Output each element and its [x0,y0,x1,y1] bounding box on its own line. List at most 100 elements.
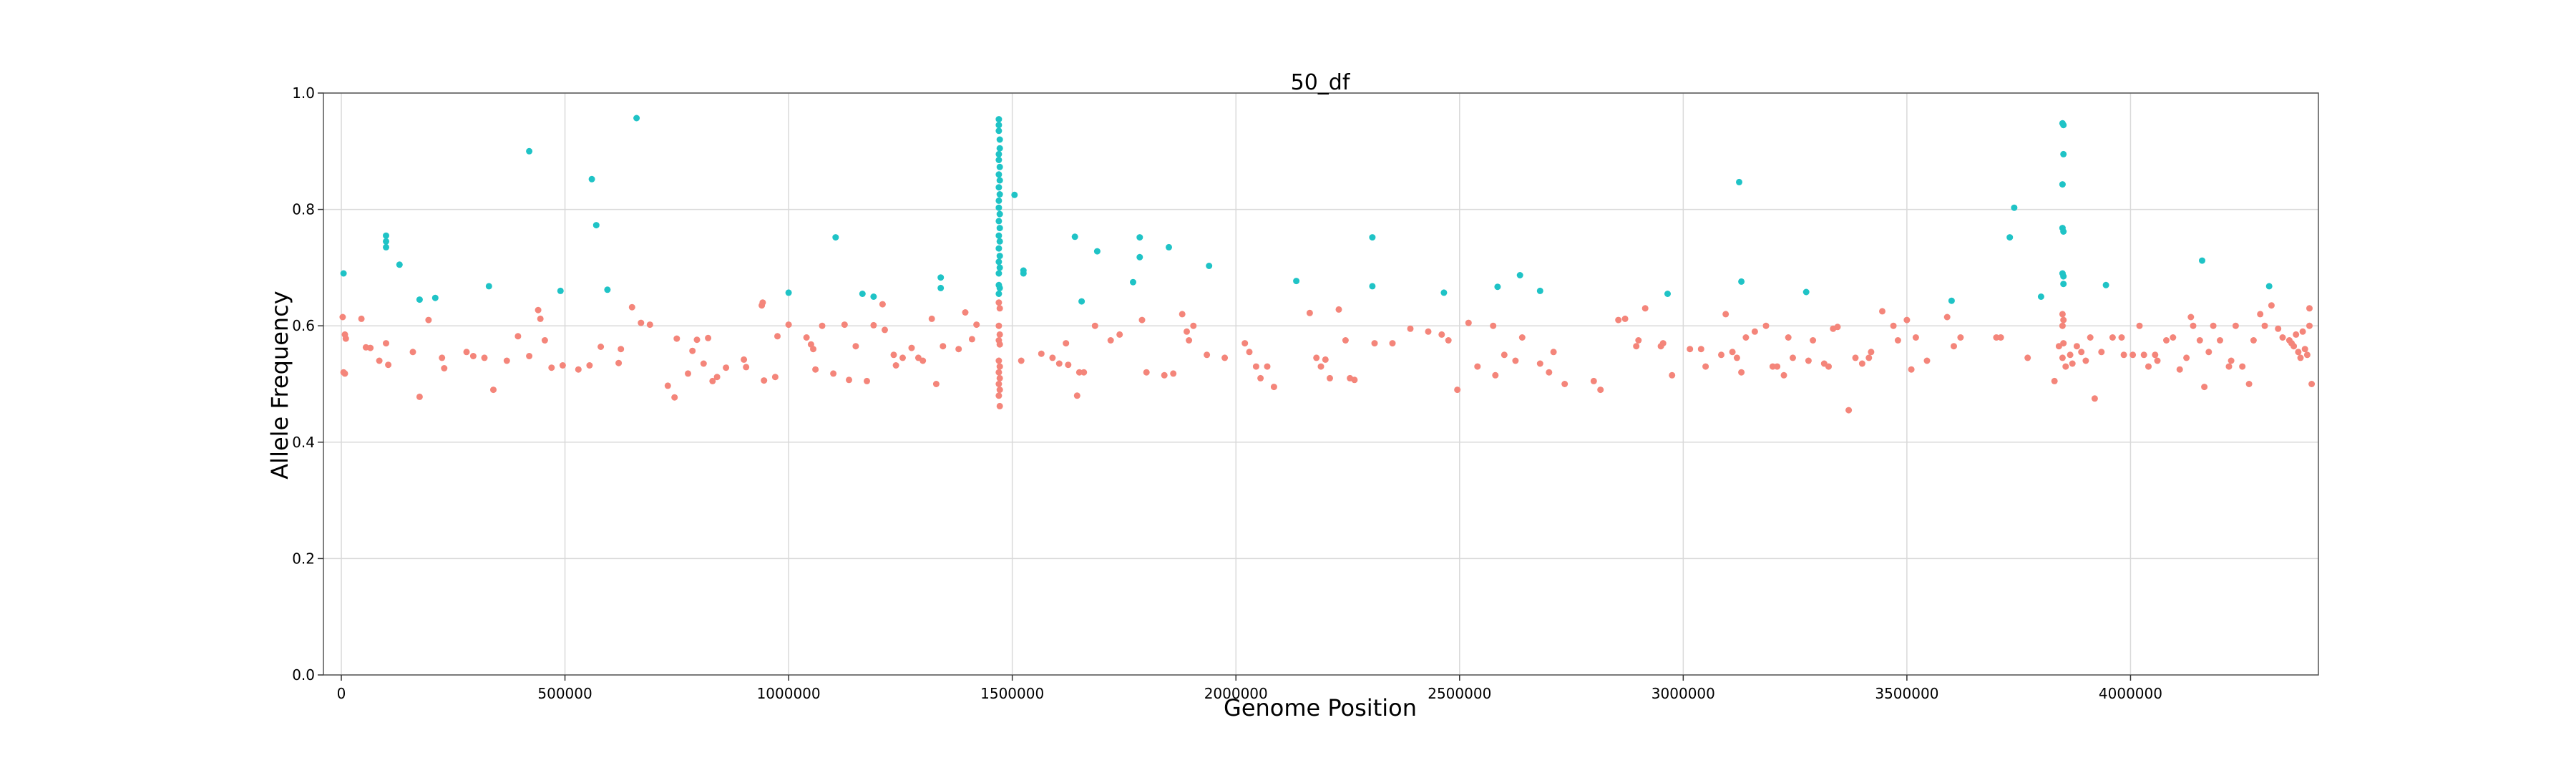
data-point-low [339,313,346,321]
data-point-low [2145,363,2152,370]
data-point-low [846,376,852,384]
data-point-low [409,349,416,356]
data-point-low [1865,354,1873,361]
data-point-low [996,363,1003,370]
data-point-low [1834,324,1841,331]
data-point-low [1879,308,1885,315]
x-axis-ticks: 0 500000 1000000 1500000 2000000 2500000 30000… [337,675,2162,702]
data-point-low [1221,354,1229,361]
data-point-low [597,344,605,350]
data-point-low [2152,351,2159,359]
data-point-low [1997,334,2004,341]
data-point-low [1190,322,1197,329]
data-point-low [1762,322,1770,329]
data-point-low [1868,349,1875,356]
data-point-low [2170,334,2177,341]
data-point-low [559,362,566,369]
data-point-high [2060,122,2067,129]
data-point-low [2051,377,2058,384]
data-point-low [705,334,712,341]
data-point-low [1790,354,1796,361]
data-point-low [693,336,701,344]
data-point-low [2163,337,2170,344]
data-point-low [1951,343,1957,350]
data-point-high [383,238,389,245]
data-point-low [1702,363,1709,370]
y-tick-label: 0.2 [292,550,315,567]
data-point-low [890,351,897,359]
data-point-low [996,386,1003,394]
data-point-low [1306,309,1313,316]
data-point-low [615,359,623,366]
data-point-low [1810,337,1817,344]
data-point-low [879,301,886,308]
data-point-high [1020,270,1027,277]
data-point-low [996,305,1003,312]
x-tick-label: 1500000 [980,685,1044,702]
data-point-low [646,321,653,329]
data-point-low [2176,366,2183,373]
data-point-low [1785,334,1792,341]
data-point-high [995,122,1002,129]
data-point-low [1659,340,1667,347]
data-point-low [1257,374,1264,381]
data-point-high [1738,278,1745,285]
data-point-low [1512,357,1519,364]
data-point-low [1561,381,1568,387]
data-point-low [2059,322,2066,329]
data-point-low [1351,376,1358,384]
data-point-low [2078,349,2085,356]
data-point-high [1130,278,1136,286]
data-point-low [882,326,888,334]
data-point-low [1038,350,1045,357]
data-point-low [1184,328,1190,335]
data-point-low [1492,371,1499,379]
data-point-low [1943,313,1951,321]
data-point-high [1136,234,1143,241]
data-point-high [996,253,1003,260]
data-point-low [685,370,691,377]
data-point-low [376,357,383,364]
y-axis-label: Allele Frequency [266,291,293,479]
data-point-low [2297,354,2304,361]
data-point-low [870,321,877,329]
data-point-high [1440,289,1448,296]
data-point-high [1293,278,1300,285]
data-point-high [996,264,1003,271]
data-point-low [2295,349,2302,356]
data-point-low [537,315,544,322]
data-point-low [1116,331,1123,338]
data-point-low [743,364,750,371]
data-point-high [995,270,1002,277]
data-point-high [2060,281,2067,288]
data-point-low [1890,322,1897,329]
data-point-high [832,234,839,241]
data-point-high [1206,263,1213,269]
data-point-low [1669,371,1676,379]
data-point-low [673,335,680,342]
data-point-low [962,309,969,316]
data-point-low [2154,357,2161,364]
data-point-low [2183,354,2190,361]
data-point-high [1166,243,1172,251]
data-point-low [481,354,488,361]
data-point-high [996,136,1003,143]
data-point-low [810,346,816,353]
data-point-low [2245,381,2253,387]
data-point-low [819,322,826,329]
data-point-low [1805,357,1812,364]
data-point-high [995,245,1002,252]
data-point-low [996,331,1003,338]
data-point-low [2290,343,2298,350]
data-point-low [1445,337,1452,344]
data-point-high [995,204,1002,211]
data-point-high [1093,248,1101,255]
y-tick-label: 0.0 [292,666,315,684]
data-point-low [2069,360,2076,367]
data-point-low [1825,363,1832,370]
data-point-low [1733,354,1740,361]
data-point-low [2308,381,2316,387]
data-point-low [425,316,432,324]
data-point-low [1474,363,1481,370]
data-point-low [864,377,870,384]
